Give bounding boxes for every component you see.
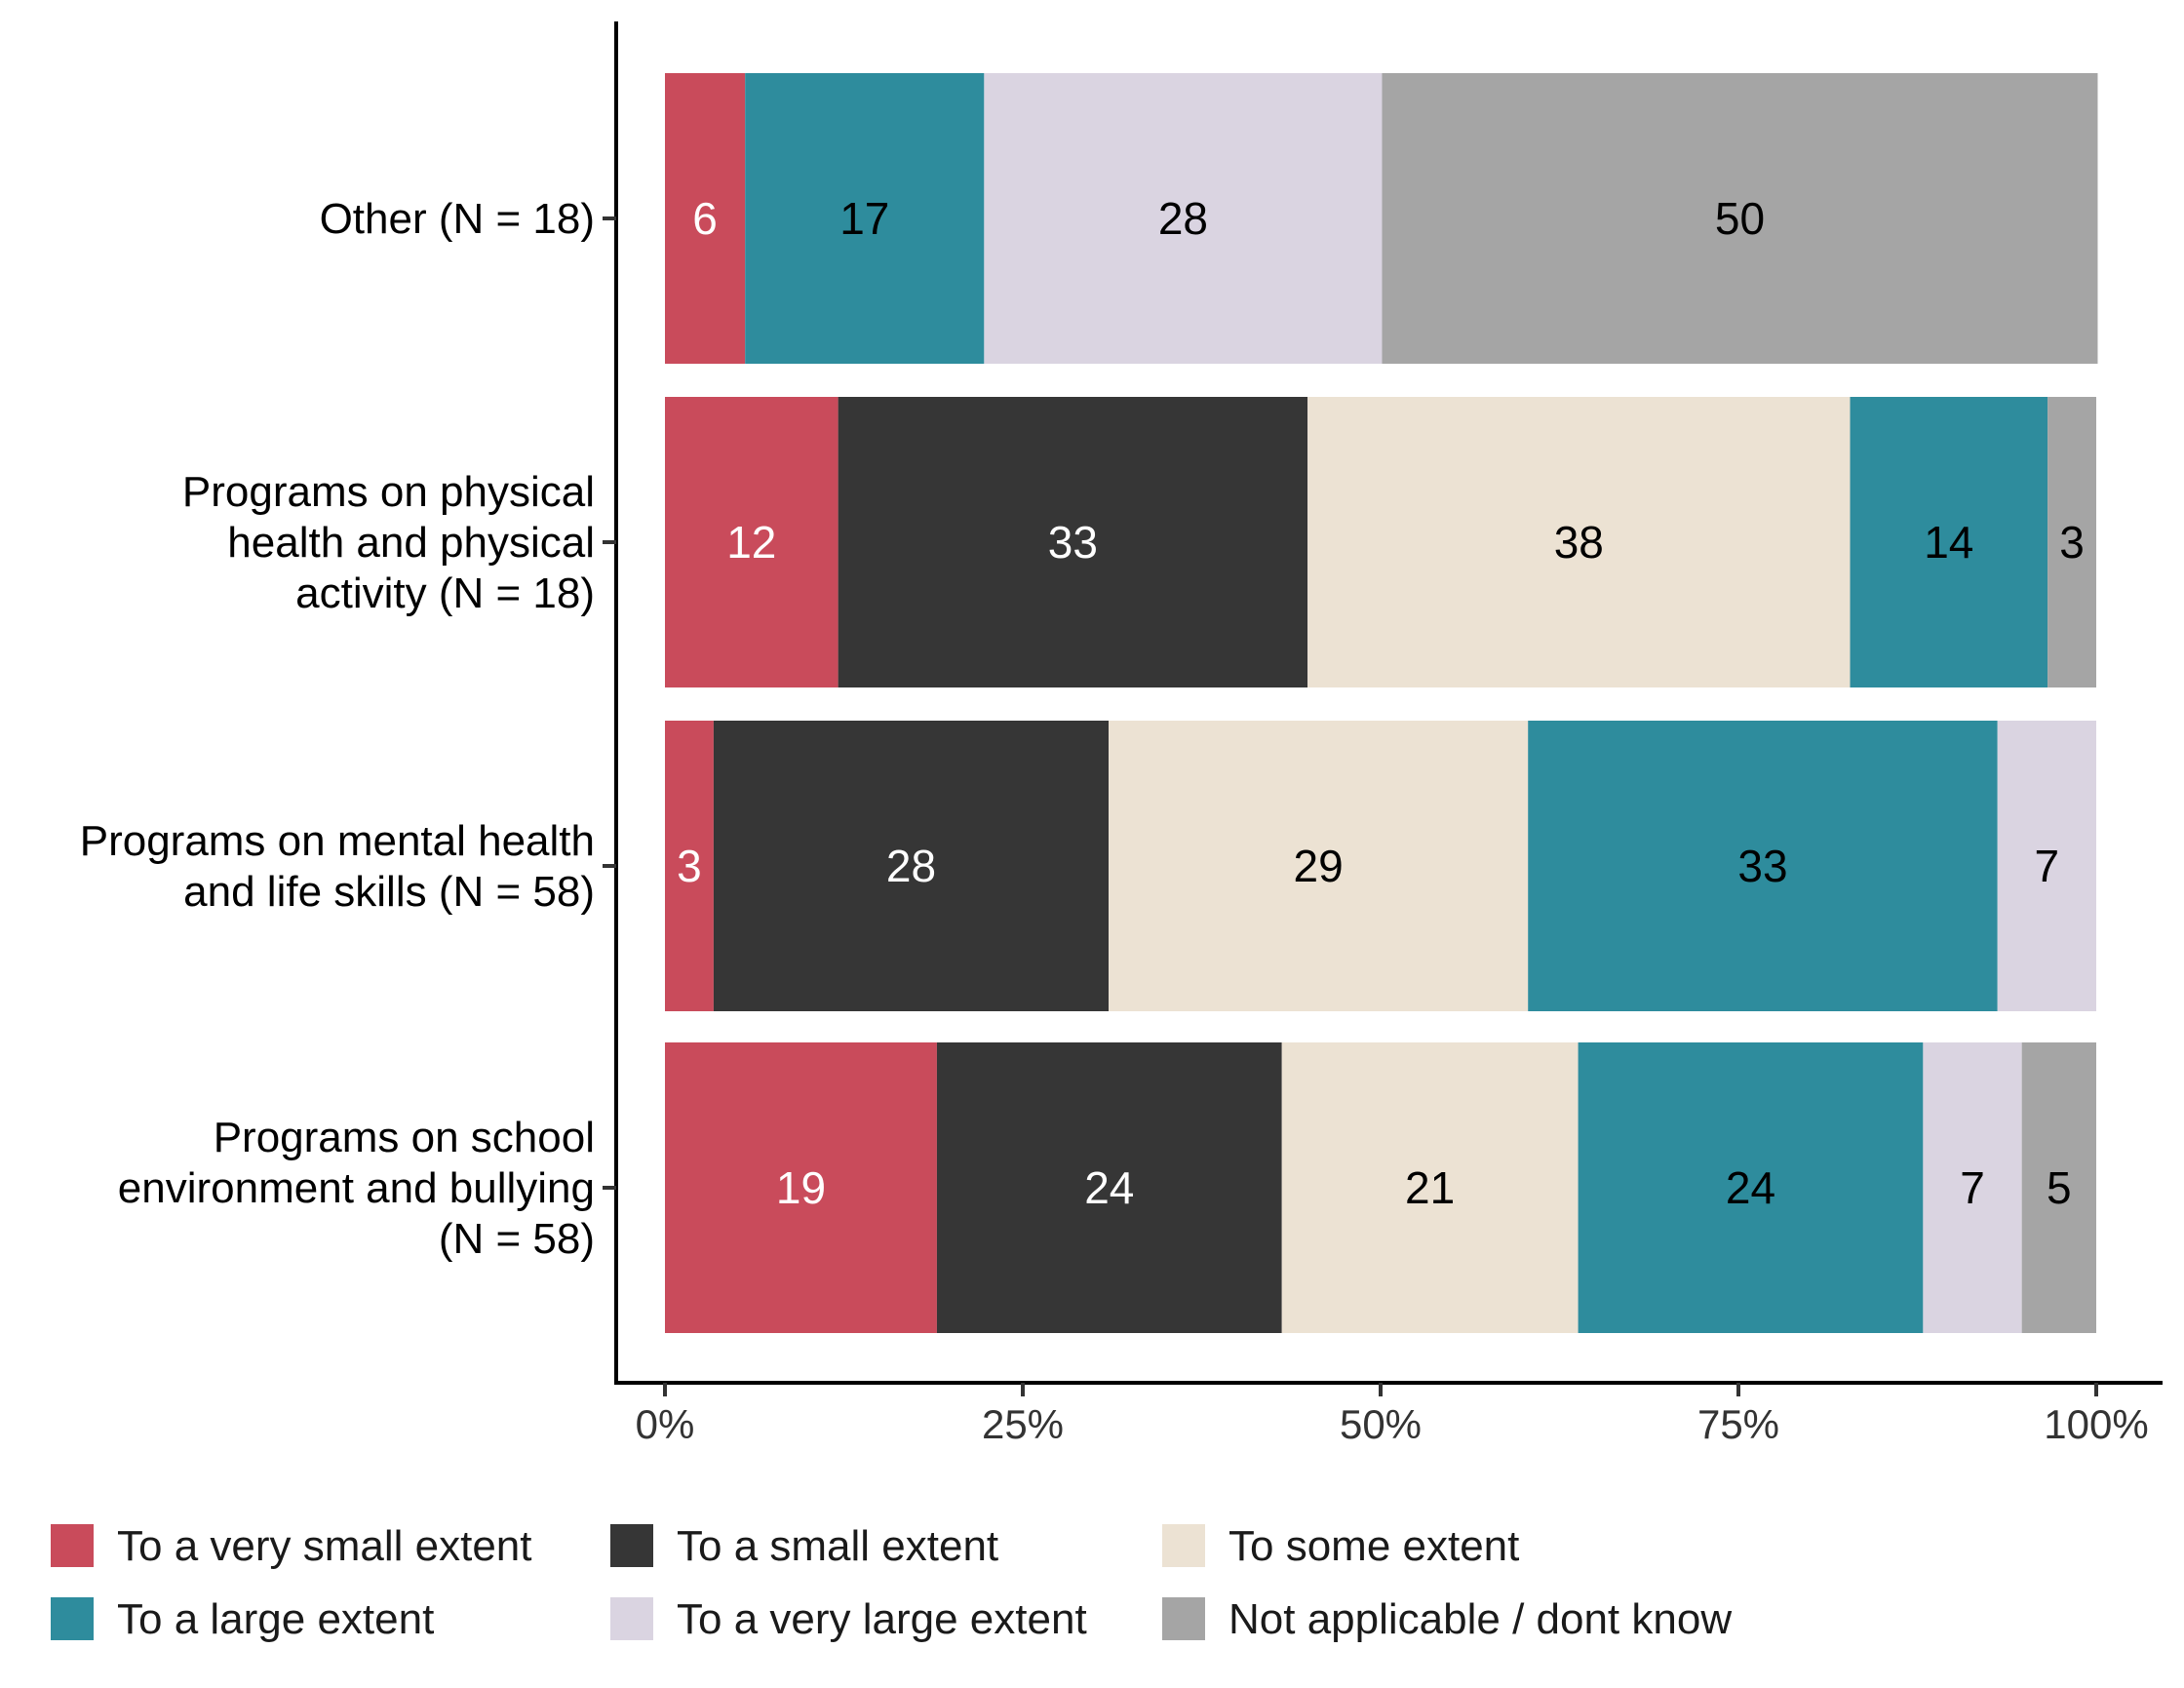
bar-segment <box>2048 397 2096 687</box>
data-label: 5 <box>2047 1162 2072 1213</box>
legend-label: To a very large extent <box>677 1595 1087 1643</box>
data-label: 7 <box>1960 1162 1985 1213</box>
x-tick-label: 0% <box>636 1401 695 1447</box>
bar-segment <box>1528 721 1998 1011</box>
x-tick-label: 25% <box>982 1401 1064 1447</box>
bars-group <box>665 73 2098 1333</box>
bar-segment <box>713 721 1110 1011</box>
data-label: 24 <box>1084 1162 1134 1213</box>
x-tick-label: 100% <box>2044 1401 2148 1447</box>
data-label: 7 <box>2035 841 2060 891</box>
category-label: Other (N = 18) <box>320 195 595 243</box>
data-label: 3 <box>677 841 702 891</box>
data-label: 14 <box>1924 517 1973 568</box>
legend-swatch <box>51 1524 94 1567</box>
category-label: and life skills (N = 58) <box>183 868 595 916</box>
legend: To a very small extent To a small extent T… <box>51 1522 1732 1643</box>
data-label: 33 <box>1737 841 1787 891</box>
category-labels-group: Other (N = 18) Programs on physicalhealth… <box>80 195 595 1263</box>
legend-label: To a small extent <box>677 1522 998 1570</box>
bar-segment <box>838 397 1308 687</box>
data-label: 21 <box>1405 1162 1455 1213</box>
legend-swatch <box>1162 1597 1205 1640</box>
bar-segment <box>1850 397 2048 687</box>
bar-segment <box>665 721 714 1011</box>
legend-swatch <box>51 1597 94 1640</box>
data-label: 6 <box>692 193 718 244</box>
data-label: 50 <box>1715 193 1765 244</box>
bar-segment <box>1382 73 2098 364</box>
category-label: (N = 58) <box>439 1215 595 1263</box>
data-label: 24 <box>1726 1162 1775 1213</box>
bar-segment <box>936 1042 1282 1333</box>
bar-segment <box>2021 1042 2096 1333</box>
x-tick-label: 50% <box>1340 1401 1422 1447</box>
legend-label: To a large extent <box>117 1595 434 1643</box>
axes-group <box>603 21 2163 1385</box>
legend-swatch <box>610 1597 653 1640</box>
bar-segment <box>665 397 838 687</box>
category-label: activity (N = 18) <box>295 569 595 617</box>
bar-segment <box>1109 721 1529 1011</box>
data-label: 12 <box>726 517 776 568</box>
legend-label: Not applicable / dont know <box>1228 1595 1732 1643</box>
bar-segment <box>1307 397 1851 687</box>
bar-segment <box>1281 1042 1579 1333</box>
x-ticks-group: 0% 25% 50% 75% 100% <box>636 1383 2149 1447</box>
bar-segment <box>665 73 746 364</box>
category-label: Programs on mental health <box>80 817 595 865</box>
bar-segment <box>1578 1042 1924 1333</box>
category-label: environment and bullying <box>118 1164 595 1212</box>
data-label: 33 <box>1048 517 1098 568</box>
category-label: Programs on physical <box>182 468 595 516</box>
data-label: 28 <box>1158 193 1208 244</box>
bar-segment <box>745 73 985 364</box>
data-label: 28 <box>886 841 936 891</box>
legend-label: To some extent <box>1228 1522 1519 1570</box>
data-label: 38 <box>1554 517 1604 568</box>
bar-segment <box>665 1042 937 1333</box>
bar-segment <box>984 73 1383 364</box>
category-label: health and physical <box>227 519 595 567</box>
data-label: 3 <box>2059 517 2085 568</box>
data-label: 17 <box>839 193 889 244</box>
category-label: Programs on school <box>214 1114 595 1161</box>
legend-label: To a very small extent <box>117 1522 532 1570</box>
x-tick-label: 75% <box>1697 1401 1779 1447</box>
legend-swatch <box>1162 1524 1205 1567</box>
legend-swatch <box>610 1524 653 1567</box>
bar-segment <box>1923 1042 2022 1333</box>
bar-segment <box>1997 721 2096 1011</box>
data-label: 29 <box>1294 841 1344 891</box>
data-label: 19 <box>776 1162 826 1213</box>
